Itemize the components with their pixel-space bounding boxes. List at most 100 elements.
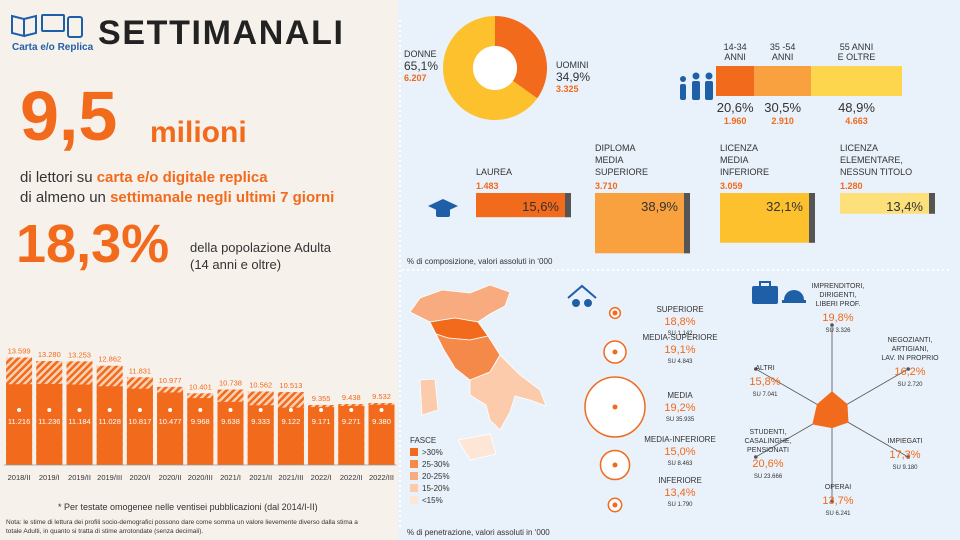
legend-swatch: [410, 472, 418, 480]
value-label: 9.638: [221, 417, 240, 426]
bar: [6, 384, 33, 465]
count-label: 4.663: [845, 116, 868, 126]
house-icon: [567, 284, 597, 307]
stacked-segment: [811, 66, 902, 96]
value-label: 11.831: [129, 366, 151, 375]
bar: [157, 392, 184, 465]
bubble-center: [612, 310, 618, 316]
category-label: INFERIORE: [658, 476, 702, 485]
text: di lettori su: [20, 169, 97, 186]
category-label-line: E OLTRE: [838, 52, 876, 62]
chart-note: % di penetrazione, valori assoluti in ‘0…: [407, 528, 550, 537]
value-label: 13.280: [38, 350, 61, 359]
legend-swatch: [410, 448, 418, 456]
count-label: 3.325: [556, 84, 579, 94]
value-label: 20,6%: [752, 458, 783, 470]
count-label: 3.710: [595, 181, 618, 191]
category-label-line: STUDENTI,: [750, 429, 787, 436]
value-label: 34,9%: [556, 70, 590, 84]
bar-dot: [107, 408, 112, 412]
logo-text: Carta e/o Replica: [12, 42, 94, 53]
category-label-line: LAUREA: [476, 167, 512, 177]
category-label-line: SUPERIORE: [595, 167, 648, 177]
graduation-icon: [428, 199, 458, 217]
legend-title: FASCE: [410, 436, 436, 445]
value-label: 10.738: [219, 379, 242, 388]
category-label-line: NEGOZIANTI,: [888, 337, 933, 344]
category-label: IMPRENDITORI, DIRIGENTI, LIBERI PROF.: [812, 283, 865, 308]
value-label: 10.817: [128, 417, 151, 426]
bar-cap: [809, 193, 815, 243]
category-label: OPERAI: [825, 484, 852, 491]
value-label: 32,1%: [766, 199, 803, 214]
category-label: SUPERIORE: [656, 305, 703, 314]
bubble-center: [612, 404, 618, 410]
value-label: 9.271: [342, 417, 361, 426]
value-label: 20,6%: [717, 100, 754, 115]
base-label: SU 1.790: [667, 502, 693, 508]
legend-swatch: [410, 496, 418, 504]
radar-spoke-end: [830, 323, 834, 327]
category-label-line: 55 ANNI: [840, 42, 874, 52]
category-label: MEDIA: [667, 391, 693, 400]
value-label: 9.333: [251, 417, 270, 426]
x-tick-label: 2021/I: [220, 473, 241, 482]
base-label: SU 9.180: [892, 465, 918, 471]
legend-swatch: [410, 460, 418, 468]
category-label: DONNE: [404, 49, 437, 59]
summary-line: di almeno un settimanale negli ultimi 7 …: [20, 189, 334, 206]
radar-spoke-end: [753, 367, 758, 371]
category-label: LICENZA MEDIA INFERIORE: [720, 143, 769, 177]
category-label-line: LAV. IN PROPRIO: [881, 355, 939, 362]
value-label: 9.380: [372, 417, 391, 426]
legend-label: 15-20%: [422, 484, 450, 493]
bar-dot: [137, 408, 142, 412]
category-label-line: ANNI: [724, 52, 746, 62]
radar-spoke-end: [906, 367, 911, 371]
x-tick-label: 2020/II: [159, 473, 182, 482]
category-label-line: DIRIGENTI,: [819, 292, 856, 299]
value-label: 13.253: [68, 350, 91, 359]
bar-dot: [258, 408, 263, 412]
bubble-center: [612, 349, 618, 355]
readers-number: 9,5: [20, 77, 117, 155]
value-label: 15,0%: [664, 446, 695, 458]
share: 18,3%: [16, 214, 169, 274]
bar: [217, 401, 244, 465]
highlight: carta e/o digitale replica: [97, 169, 269, 186]
category-label-line: 14-34: [724, 42, 747, 52]
legend-label: 25-30%: [422, 460, 450, 469]
bar-dot: [77, 408, 82, 412]
bar: [338, 405, 365, 465]
category-label-line: IMPIEGATI: [888, 438, 923, 445]
value-label: 16,2%: [894, 366, 925, 378]
category-label: ALTRI: [755, 365, 774, 372]
x-tick-label: 2019/III: [97, 473, 122, 482]
category-label-line: DIPLOMA: [595, 143, 636, 153]
share-text: della popolazione Adulta (14 anni e oltre…: [190, 240, 332, 272]
category-label: 35 -54 ANNI: [770, 42, 796, 62]
bar-cap: [684, 193, 690, 254]
radar-spoke-end: [830, 499, 834, 503]
value-label: 13,4%: [886, 199, 923, 214]
count-label: 1.280: [840, 181, 863, 191]
bar-dot: [198, 408, 203, 412]
legend-label: 20-25%: [422, 472, 450, 481]
category-label-line: CASALINGHE,: [744, 438, 791, 445]
category-label-line: LICENZA: [840, 143, 878, 153]
x-tick-label: 2022/I: [311, 473, 332, 482]
value-label: 30,5%: [764, 100, 801, 115]
value-label: 9.355: [312, 394, 331, 403]
bubble-center: [612, 462, 618, 468]
bar: [720, 193, 815, 243]
x-tick-label: 2022/III: [369, 473, 394, 482]
summary-line: di lettori su carta e/o digitale replica: [20, 169, 268, 186]
value-label: 9.968: [191, 417, 210, 426]
bar-cap: [929, 193, 935, 214]
text: totale Adulti, in quanto si tratta di st…: [6, 528, 203, 535]
pie-slice: [495, 16, 547, 99]
value-label: 10.977: [159, 376, 182, 385]
bar: [368, 404, 395, 465]
value-label: 9.532: [372, 392, 391, 401]
